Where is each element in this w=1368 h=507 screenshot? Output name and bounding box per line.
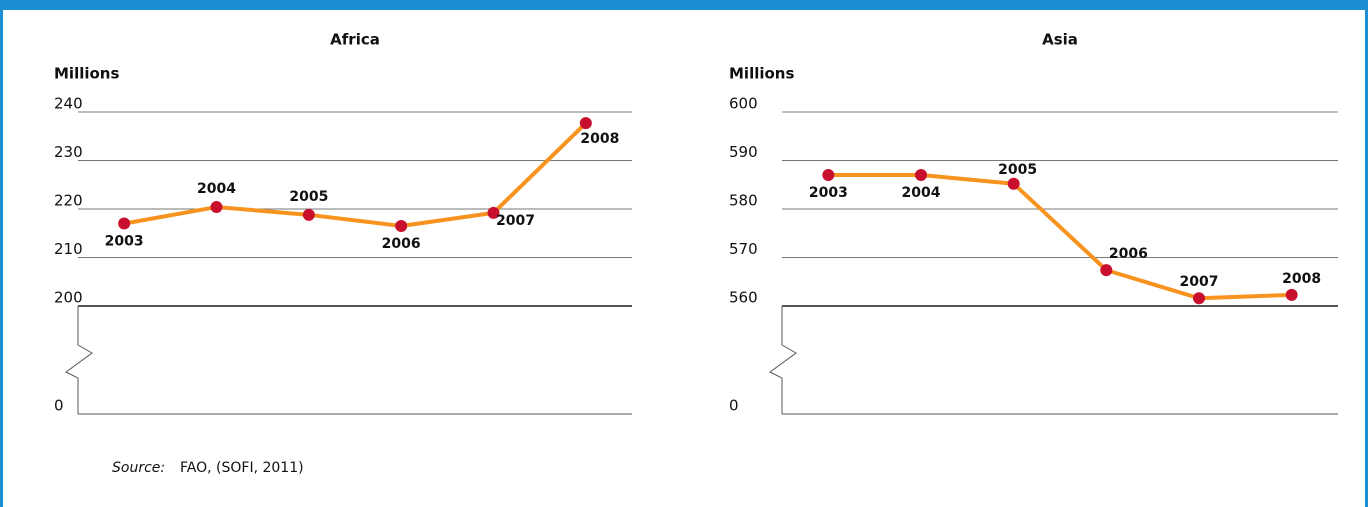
y-tick-label: 240 bbox=[54, 95, 83, 113]
y-tick-label: 210 bbox=[54, 240, 83, 258]
point-label: 2004 bbox=[197, 181, 236, 197]
axis-break bbox=[65, 306, 93, 414]
y-axis-label: Millions bbox=[729, 65, 794, 83]
point-label: 2003 bbox=[105, 234, 144, 250]
right-border bbox=[1365, 0, 1368, 507]
point-label: 2004 bbox=[902, 185, 941, 201]
chart-title: Africa bbox=[330, 31, 380, 49]
source-label: Source: bbox=[112, 460, 165, 476]
y-tick-label: 580 bbox=[729, 192, 758, 210]
y-tick-label: 220 bbox=[54, 192, 83, 210]
point-label: 2008 bbox=[580, 131, 619, 147]
data-point bbox=[579, 117, 592, 130]
y-tick-label: 230 bbox=[54, 143, 83, 161]
y-tick-label: 570 bbox=[729, 240, 758, 258]
point-label: 2003 bbox=[809, 185, 848, 201]
data-point bbox=[1193, 292, 1205, 305]
data-point bbox=[487, 206, 500, 219]
point-label: 2005 bbox=[289, 189, 328, 205]
left-border bbox=[0, 0, 3, 507]
point-label: 2006 bbox=[382, 236, 421, 252]
point-label: 2008 bbox=[1282, 271, 1321, 287]
y-tick-label: 560 bbox=[729, 289, 758, 307]
data-point bbox=[1100, 264, 1113, 277]
data-point bbox=[118, 217, 131, 230]
point-label: 2007 bbox=[1180, 274, 1219, 290]
data-point bbox=[1285, 288, 1298, 301]
top-border bbox=[0, 0, 1368, 10]
y-axis-label: Millions bbox=[54, 65, 119, 83]
chart-title: Asia bbox=[1042, 31, 1078, 49]
data-point bbox=[210, 201, 223, 214]
data-point bbox=[395, 219, 408, 232]
source: FAO, (SOFI, 2011) bbox=[180, 460, 304, 476]
data-point bbox=[822, 169, 835, 182]
axis-break bbox=[769, 306, 797, 414]
data-line bbox=[828, 173, 1292, 301]
data-point bbox=[302, 208, 315, 221]
y-tick-label: 0 bbox=[729, 397, 739, 415]
point-label: 2006 bbox=[1109, 246, 1148, 262]
y-tick-label: 200 bbox=[54, 289, 83, 307]
point-label: 2007 bbox=[496, 213, 535, 229]
point-label: 2005 bbox=[998, 162, 1037, 178]
data-point bbox=[1007, 177, 1020, 190]
y-tick-label: 600 bbox=[729, 95, 758, 113]
y-tick-label: 0 bbox=[54, 397, 64, 415]
data-line bbox=[123, 121, 588, 228]
y-tick-label: 590 bbox=[729, 143, 758, 161]
data-point bbox=[915, 169, 927, 182]
